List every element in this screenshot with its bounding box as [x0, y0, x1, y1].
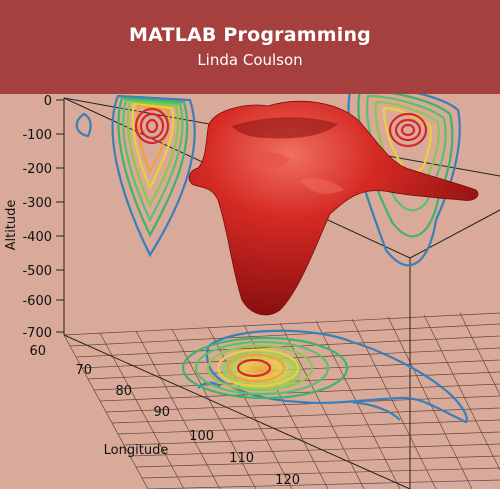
floor-contours — [181, 329, 468, 424]
altitude-ticks: 0 -100 -200 -300 -400 -500 -600 -700 — [22, 94, 64, 341]
altitude-tick: -100 — [22, 128, 52, 143]
left-wall-contours — [75, 94, 196, 258]
longitude-tick: 90 — [153, 405, 170, 420]
altitude-tick: -300 — [22, 196, 52, 211]
altitude-tick: -500 — [22, 264, 52, 279]
altitude-axis-label: Altitude — [4, 200, 19, 251]
book-author: Linda Coulson — [197, 51, 303, 69]
title-banner: MATLAB Programming Linda Coulson — [0, 0, 500, 94]
longitude-tick: 80 — [115, 384, 132, 399]
longitude-tick: 70 — [75, 363, 92, 378]
longitude-tick: 100 — [189, 429, 214, 444]
floor-grid — [63, 312, 500, 489]
longitude-tick: 110 — [229, 451, 254, 466]
altitude-tick: -200 — [22, 162, 52, 177]
longitude-tick: 120 — [275, 473, 300, 488]
altitude-tick: -400 — [22, 230, 52, 245]
longitude-tick: 60 — [29, 344, 46, 359]
altitude-tick: -700 — [22, 326, 52, 341]
book-title: MATLAB Programming — [129, 24, 371, 46]
altitude-tick: 0 — [44, 94, 52, 109]
isosurface-blob — [188, 100, 479, 316]
altitude-tick: -600 — [22, 294, 52, 309]
longitude-ticks: 60 70 80 90 100 110 120 — [29, 344, 300, 488]
longitude-axis-label: Longitude — [104, 443, 169, 458]
